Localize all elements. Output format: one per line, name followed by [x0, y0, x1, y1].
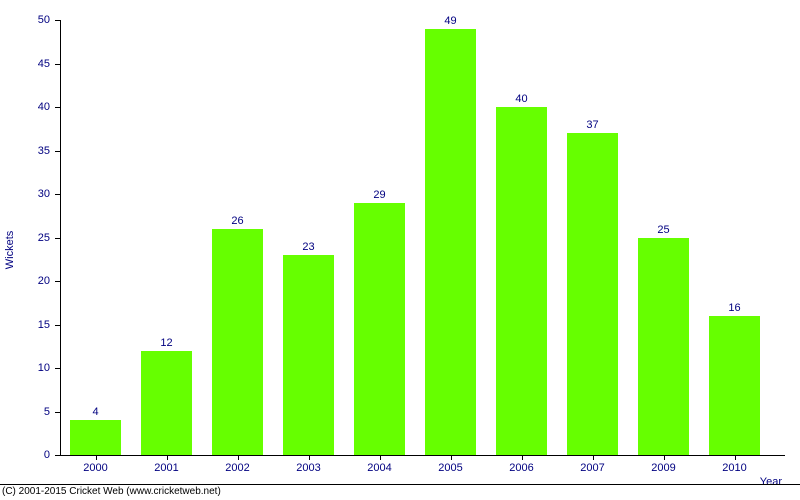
x-tick-label: 2005 [438, 462, 462, 474]
y-tick [55, 455, 60, 456]
x-tick-label: 2001 [154, 462, 178, 474]
y-tick-label: 40 [0, 101, 50, 113]
bar [141, 351, 192, 455]
x-axis-line [60, 455, 785, 456]
y-tick [55, 194, 60, 195]
x-tick-label: 2002 [225, 462, 249, 474]
y-tick [55, 325, 60, 326]
bar-value-label: 29 [373, 189, 385, 201]
y-tick-label: 45 [0, 58, 50, 70]
bar-value-label: 12 [160, 337, 172, 349]
x-tick [593, 455, 594, 460]
x-tick-label: 2006 [509, 462, 533, 474]
copyright-text: (C) 2001-2015 Cricket Web (www.cricketwe… [2, 486, 221, 497]
x-tick-label: 2009 [651, 462, 675, 474]
bar-value-label: 23 [302, 241, 314, 253]
copyright-separator [0, 484, 800, 485]
bar [70, 420, 121, 455]
bar-value-label: 4 [92, 406, 98, 418]
bar [425, 29, 476, 455]
x-tick [380, 455, 381, 460]
bar [212, 229, 263, 455]
y-tick-label: 15 [0, 319, 50, 331]
y-tick [55, 368, 60, 369]
y-tick-label: 25 [0, 232, 50, 244]
bar [709, 316, 760, 455]
bar-value-label: 16 [728, 302, 740, 314]
x-axis-title: Year [760, 476, 782, 488]
y-tick [55, 412, 60, 413]
y-tick-label: 20 [0, 275, 50, 287]
bar-value-label: 49 [444, 15, 456, 27]
y-tick [55, 107, 60, 108]
x-tick [238, 455, 239, 460]
bar-value-label: 40 [515, 93, 527, 105]
plot-area: 4122623294940372516 [60, 20, 770, 455]
x-tick-label: 2003 [296, 462, 320, 474]
y-tick-label: 5 [0, 406, 50, 418]
x-tick [735, 455, 736, 460]
y-tick-label: 0 [0, 449, 50, 461]
y-tick-label: 50 [0, 14, 50, 26]
x-tick [522, 455, 523, 460]
y-tick [55, 238, 60, 239]
y-tick [55, 281, 60, 282]
y-tick-label: 10 [0, 362, 50, 374]
x-tick-label: 2010 [722, 462, 746, 474]
x-tick [451, 455, 452, 460]
y-tick-label: 35 [0, 145, 50, 157]
y-tick [55, 20, 60, 21]
bar [567, 133, 618, 455]
bar-value-label: 26 [231, 215, 243, 227]
y-tick-label: 30 [0, 188, 50, 200]
bar-value-label: 25 [657, 224, 669, 236]
x-tick-label: 2004 [367, 462, 391, 474]
chart-container: Wickets Year 4122623294940372516 0510152… [0, 0, 800, 500]
x-tick [309, 455, 310, 460]
bar [354, 203, 405, 455]
bar [496, 107, 547, 455]
x-tick-label: 2000 [83, 462, 107, 474]
bar-value-label: 37 [586, 119, 598, 131]
y-tick [55, 151, 60, 152]
x-tick-label: 2007 [580, 462, 604, 474]
bar [283, 255, 334, 455]
x-tick [167, 455, 168, 460]
x-tick [664, 455, 665, 460]
x-tick [96, 455, 97, 460]
y-tick [55, 64, 60, 65]
bar [638, 238, 689, 456]
